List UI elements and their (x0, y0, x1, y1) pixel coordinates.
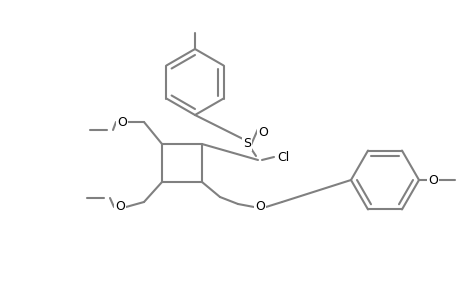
Text: O: O (427, 173, 437, 187)
Text: O: O (254, 200, 264, 214)
Text: Cl: Cl (276, 151, 289, 164)
Text: S: S (242, 136, 251, 149)
Text: O: O (117, 116, 127, 128)
Text: O: O (115, 200, 125, 214)
Text: O: O (257, 125, 267, 139)
